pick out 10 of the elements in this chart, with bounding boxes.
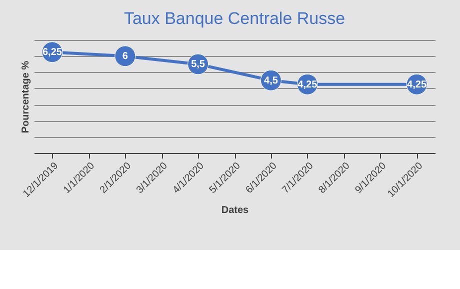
data-label: 5,5 — [191, 59, 206, 70]
data-label: 4,25 — [407, 79, 427, 90]
x-axis-title: Dates — [221, 205, 250, 216]
data-label: 4,5 — [264, 75, 278, 86]
data-label: 6 — [122, 51, 128, 62]
chart-title: Taux Banque Centrale Russe — [124, 9, 346, 28]
data-label: 4,25 — [298, 79, 318, 90]
point — [114, 46, 136, 67]
y-axis-title: Pourcentage % — [20, 60, 32, 134]
data-label: 6,25 — [42, 47, 62, 58]
